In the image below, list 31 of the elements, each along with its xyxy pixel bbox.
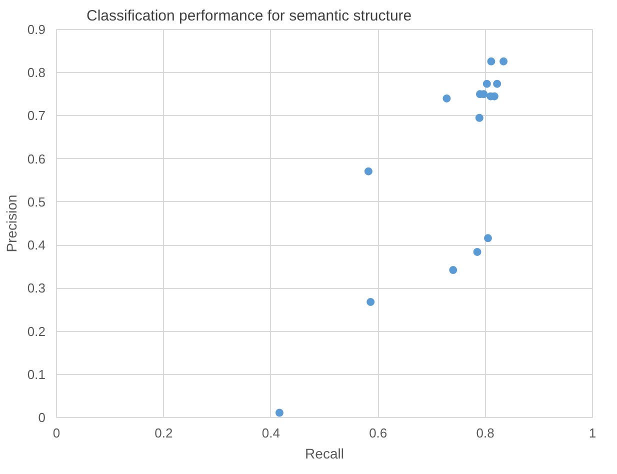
point: [364, 167, 372, 176]
point: [366, 298, 375, 306]
y-tick-label: 0.5: [27, 194, 46, 210]
x-tick-label: 0.4: [262, 426, 280, 440]
point: [493, 80, 502, 88]
point: [475, 114, 484, 122]
x-axis-title: Recall: [305, 446, 344, 462]
point: [487, 57, 496, 66]
y-tick-label: 0.7: [27, 108, 46, 124]
y-tick-label: 0.4: [27, 238, 46, 253]
y-axis-title: Precision: [3, 194, 20, 252]
point: [482, 80, 491, 88]
y-tick-label: 0.3: [27, 280, 46, 296]
y-tick-label: 0.6: [27, 151, 46, 166]
point: [484, 234, 492, 242]
y-tick-label: 0.8: [27, 65, 46, 80]
x-tick-label: 0.2: [154, 426, 173, 440]
x-tick-label: 0.8: [476, 426, 494, 440]
y-tick-label: 0: [38, 410, 46, 425]
y-tick-label: 0.2: [27, 324, 46, 339]
x-tick-label: 0.6: [369, 426, 388, 440]
point: [442, 94, 451, 102]
point: [449, 266, 458, 274]
point: [275, 408, 284, 417]
x-tick-label: 1: [588, 426, 596, 440]
y-tick-label: 0.1: [27, 366, 46, 382]
x-tick-label: 0: [52, 426, 60, 440]
y-tick-label: 0.9: [27, 22, 46, 37]
chart-title: Classification performance for semantic structure: [86, 8, 412, 24]
point: [473, 248, 482, 256]
point: [500, 57, 508, 66]
